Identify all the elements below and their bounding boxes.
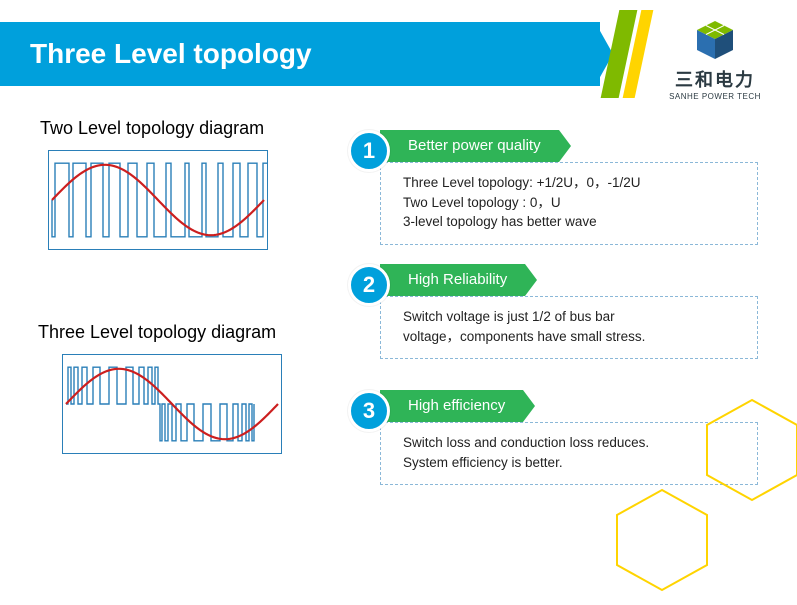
logo: 三和电力 SANHE POWER TECH <box>655 18 775 101</box>
feature-1: 1 Better power quality Three Level topol… <box>348 128 758 245</box>
feature-badge-2: 2 <box>348 264 390 306</box>
logo-text-en: SANHE POWER TECH <box>655 92 775 101</box>
feature-title-wrap-2: High Reliability <box>380 264 537 296</box>
two-level-diagram <box>48 150 268 250</box>
logo-cube-icon <box>693 18 737 62</box>
triangle-icon <box>559 130 571 162</box>
feature-2: 2 High Reliability Switch voltage is jus… <box>348 262 758 359</box>
logo-text-cn: 三和电力 <box>655 66 775 92</box>
feature-title-3: High efficiency <box>380 390 523 422</box>
header-bar: Three Level topology <box>0 22 600 86</box>
three-level-diagram <box>62 354 282 454</box>
feature-title-2: High Reliability <box>380 264 525 296</box>
feature-title-wrap-3: High efficiency <box>380 390 535 422</box>
feature-3: 3 High efficiency Switch loss and conduc… <box>348 388 758 485</box>
feature-body-2: Switch voltage is just 1/2 of bus bar vo… <box>380 296 758 359</box>
feature-body-3: Switch loss and conduction loss reduces.… <box>380 422 758 485</box>
diagram2-label: Three Level topology diagram <box>38 322 276 343</box>
diagram1-label: Two Level topology diagram <box>40 118 264 139</box>
page-title: Three Level topology <box>30 38 312 70</box>
triangle-icon <box>525 264 537 296</box>
feature-title-1: Better power quality <box>380 130 559 162</box>
triangle-icon <box>523 390 535 422</box>
feature-badge-3: 3 <box>348 390 390 432</box>
hexagon-decor-icon <box>607 485 717 605</box>
feature-body-1: Three Level topology: +1/2U，0，-1/2U Two … <box>380 162 758 245</box>
feature-badge-1: 1 <box>348 130 390 172</box>
feature-title-wrap-1: Better power quality <box>380 130 571 162</box>
